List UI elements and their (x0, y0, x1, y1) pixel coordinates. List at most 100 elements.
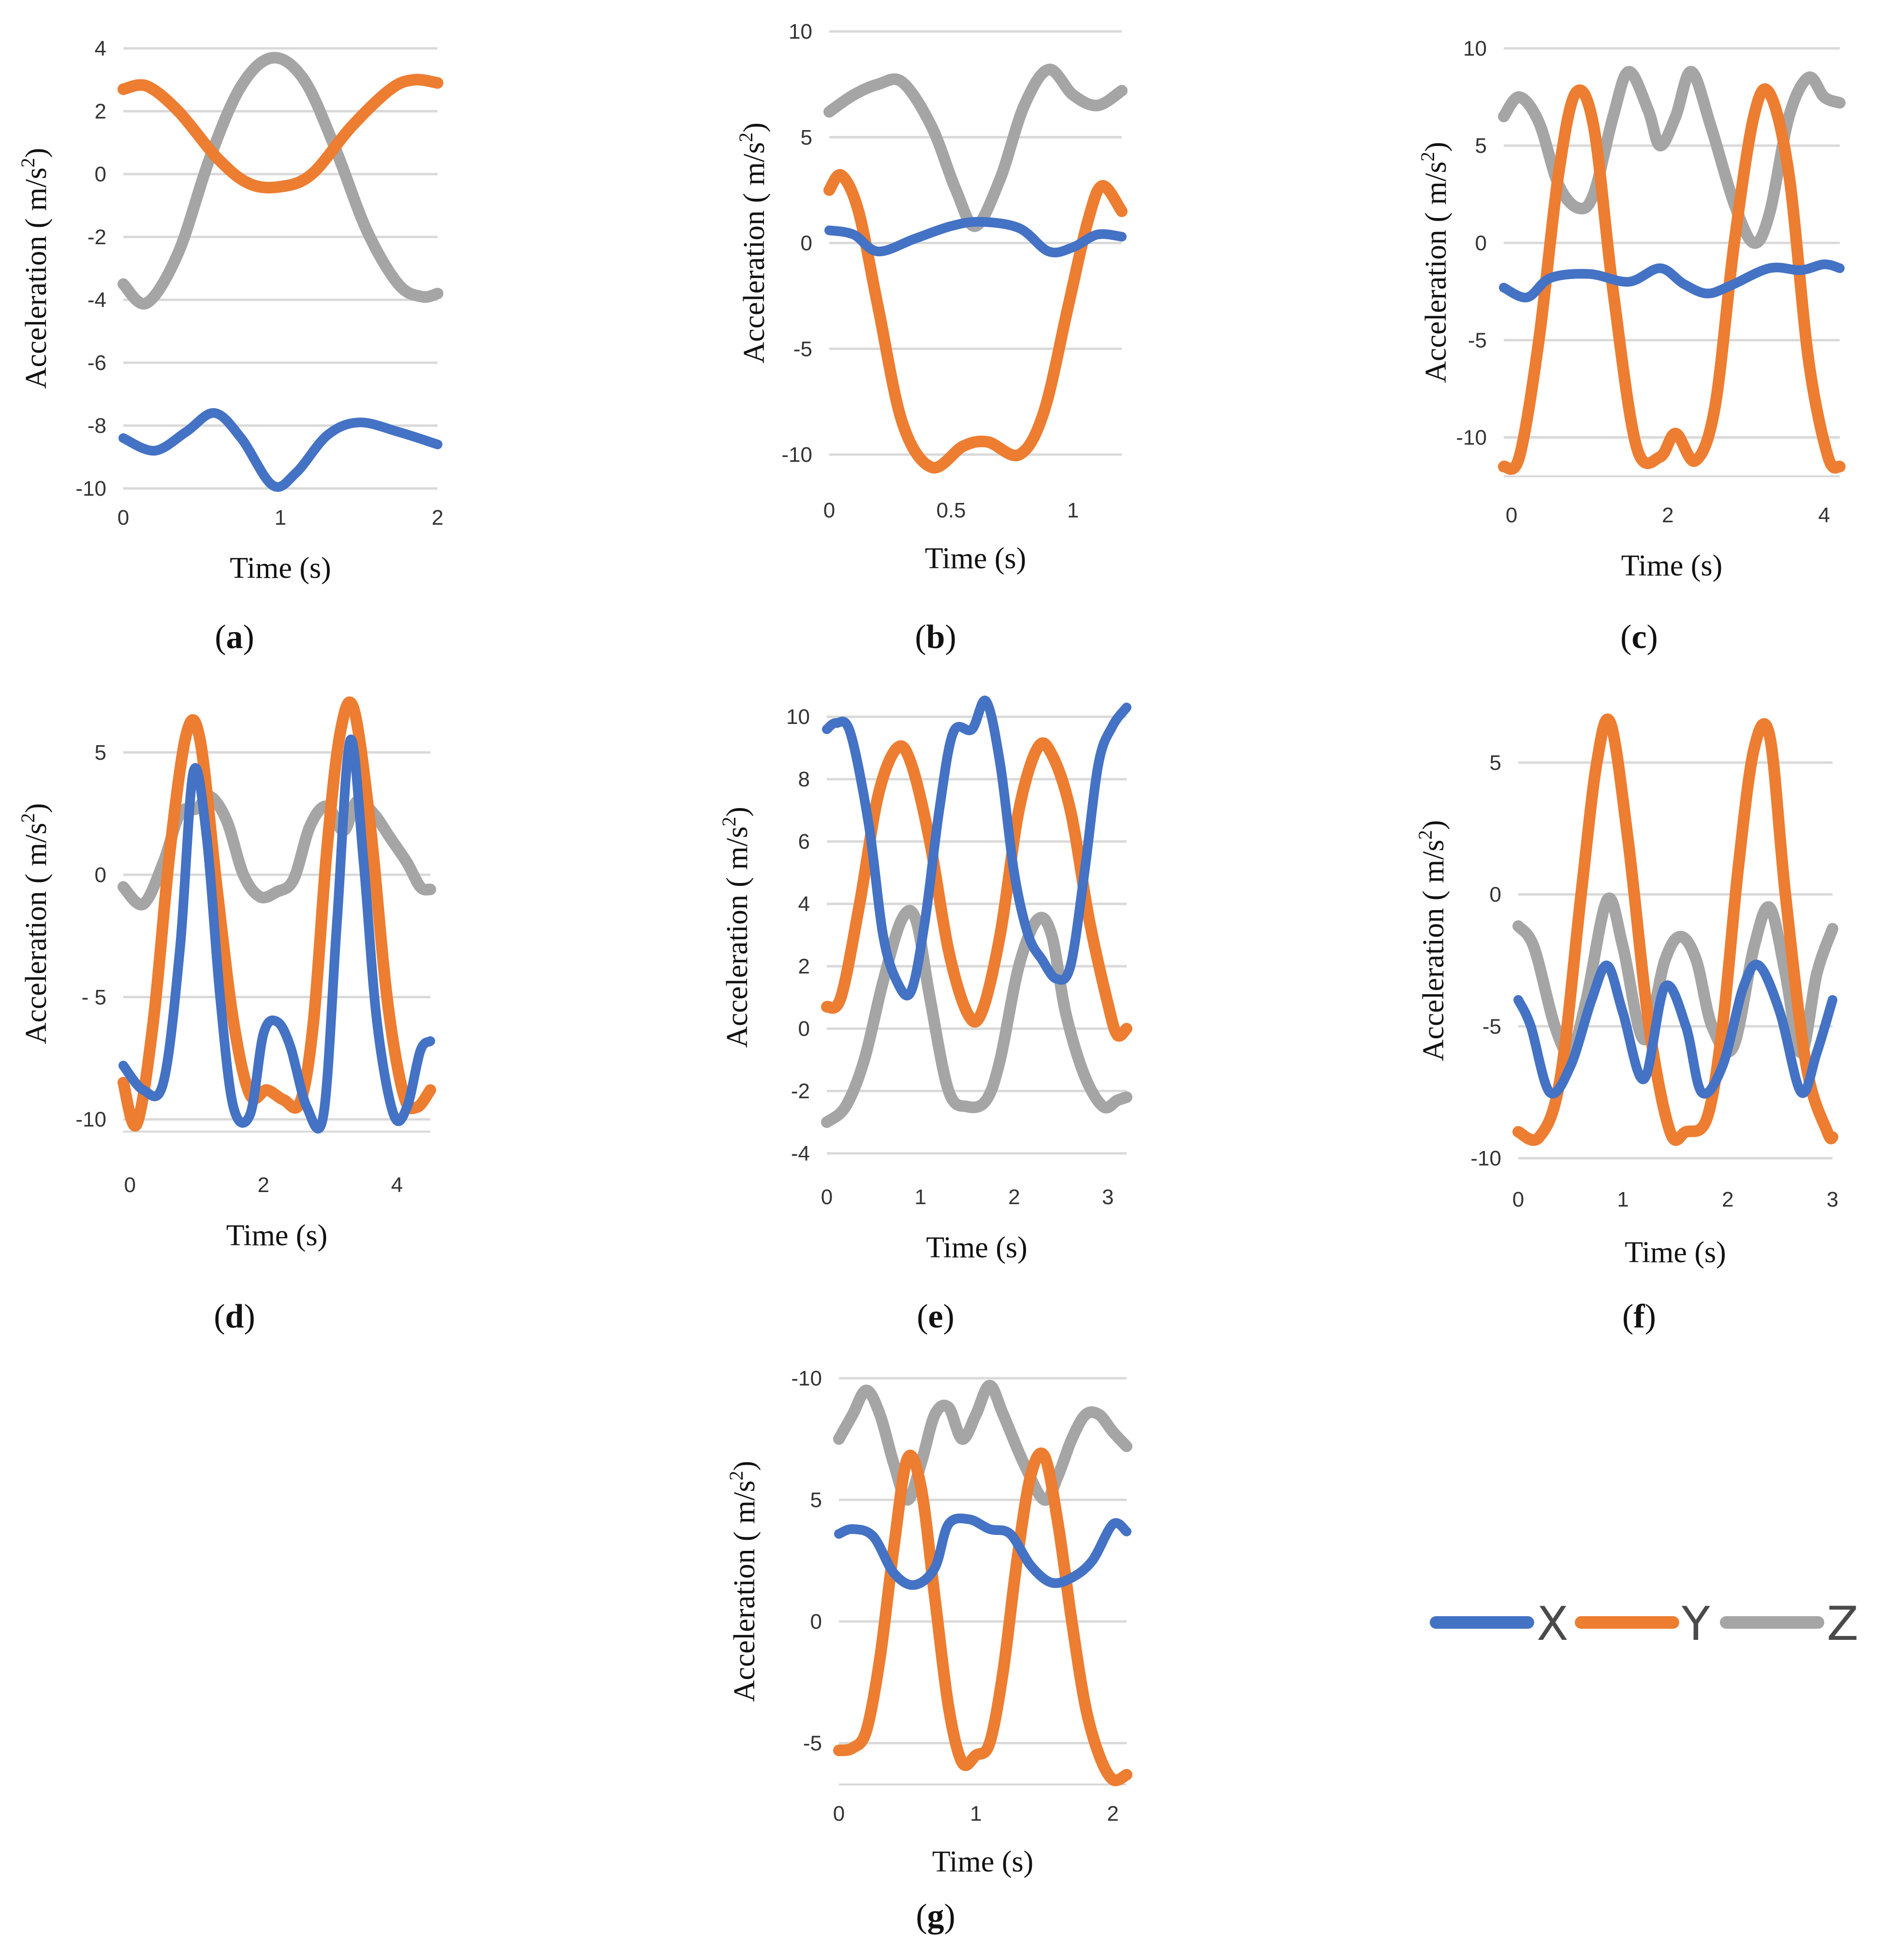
caption-paren-close: ) (1645, 1298, 1656, 1335)
panel-caption: (c) (1620, 619, 1658, 656)
x-tick-label: 0 (1512, 1188, 1524, 1211)
y-tick-label: 0 (95, 162, 106, 186)
series-line-x (118, 734, 435, 1134)
series-line-z (823, 63, 1128, 232)
y-axis-label: Acceleration ( m/s2) (735, 122, 771, 364)
caption-paren-open: ( (917, 1298, 928, 1335)
series-line-x (118, 408, 442, 492)
y-axis-label-main: Acceleration ( m/s (20, 167, 53, 389)
y-tick-label: 2 (95, 100, 106, 123)
x-tick-label: 2 (1662, 503, 1673, 527)
caption-letter: f (1633, 1298, 1645, 1335)
y-tick-label: 5 (1490, 751, 1501, 775)
y-tick-label: 4 (798, 892, 810, 916)
caption-letter: a (226, 619, 243, 656)
y-axis-label-main: Acceleration ( m/s (728, 1480, 761, 1702)
x-tick-label: 3 (1827, 1188, 1838, 1211)
series-line-y (833, 1447, 1132, 1786)
y-tick-label: 5 (95, 741, 106, 765)
y-axis-label-superscript: 2 (17, 813, 39, 823)
x-axis-label: Time (s) (926, 1231, 1027, 1264)
x-tick-label: 1 (275, 506, 286, 530)
series-line-x (824, 217, 1127, 258)
caption-paren-open: ( (1620, 619, 1631, 656)
x-tick-label: 2 (1107, 1802, 1118, 1826)
y-axis-label-superscript: 2 (725, 1471, 747, 1480)
x-axis-label: Time (s) (932, 1845, 1034, 1878)
x-tick-label: 1 (1067, 499, 1079, 522)
chart-panels: -10 -8 -6 -4 -2 0 2 4 0 1 2 Time (s) Acceleration ( … (17, 20, 1846, 1935)
y-tick-label: -2 (88, 225, 106, 249)
y-tick-label: -10 (1456, 426, 1487, 450)
panel-caption: (f) (1622, 1298, 1656, 1335)
y-tick-label: 0 (801, 232, 812, 255)
caption-paren-open: ( (214, 1298, 225, 1335)
y-tick-label: 10 (789, 20, 812, 44)
series-line-x (822, 695, 1131, 1001)
y-axis-label: Acceleration ( m/s2) (17, 148, 53, 389)
y-tick-label: -4 (88, 288, 106, 312)
y-tick-label: -10 (1470, 1147, 1501, 1170)
y-tick-label: -5 (793, 337, 812, 361)
y-tick-label: -10 (781, 443, 812, 467)
y-tick-label: 2 (798, 955, 810, 978)
x-tick-label: 0 (833, 1802, 845, 1826)
y-axis-label: Acceleration ( m/s2) (17, 803, 53, 1045)
y-axis-label-superscript: 2 (718, 817, 740, 826)
y-tick-label: 0 (1475, 231, 1487, 255)
y-tick-label: 4 (95, 37, 106, 60)
caption-paren-close: ) (944, 1898, 955, 1935)
y-tick-label: -5 (1468, 328, 1487, 352)
y-tick-label: 0 (798, 1017, 810, 1041)
y-tick-label: 0 (1490, 883, 1501, 907)
panel-caption: (b) (915, 619, 956, 656)
y-tick-label: 6 (798, 830, 810, 854)
series-line-y (1512, 713, 1838, 1146)
y-axis-label-close: ) (1420, 142, 1452, 152)
y-axis-label-superscript: 2 (735, 133, 757, 142)
x-axis-label: Time (s) (1621, 549, 1723, 582)
x-tick-label: 0.5 (936, 499, 966, 522)
caption-letter: b (926, 619, 945, 656)
y-axis-label: Acceleration ( m/s2) (1414, 820, 1450, 1061)
y-axis-label-close: ) (20, 803, 53, 813)
series-line-z (117, 52, 443, 309)
x-axis-label: Time (s) (226, 1219, 328, 1252)
series-line-z (821, 905, 1132, 1128)
y-tick-label: -10 (75, 477, 106, 501)
caption-letter: e (928, 1298, 943, 1335)
y-tick-label: -5 (1482, 1015, 1501, 1038)
y-axis-label-superscript: 2 (17, 158, 39, 167)
panel-caption: (a) (215, 619, 254, 656)
y-tick-label: 5 (1475, 134, 1487, 158)
x-tick-label: 2 (1008, 1185, 1020, 1209)
x-tick-label: 0 (1506, 503, 1517, 527)
chart-panel-a: -10 -8 -6 -4 -2 0 2 4 0 1 2 Time (s) Acceleration ( … (17, 37, 443, 656)
y-tick-label: -6 (88, 351, 106, 375)
x-axis-label: Time (s) (925, 542, 1027, 575)
caption-paren-close: ) (943, 1298, 954, 1335)
panel-caption: (d) (214, 1298, 255, 1335)
series-line-y (1498, 83, 1846, 475)
y-tick-label: - 5 (82, 986, 106, 1009)
y-tick-label: -5 (803, 1731, 822, 1755)
caption-paren-close: ) (1647, 619, 1658, 656)
x-tick-label: 4 (1818, 503, 1830, 527)
x-tick-label: 0 (823, 499, 835, 522)
chart-panel-b: -10 -5 0 5 10 0 0.5 1 Time (s) Acceleration ( m/s… (735, 20, 1128, 656)
y-axis-label-close: ) (738, 122, 771, 133)
caption-paren-open: ( (1622, 1298, 1633, 1335)
y-tick-label: -10 (791, 1367, 822, 1390)
chart-panel-e: -4 -2 0 2 4 6 8 10 0 1 2 3 Time (s) Acceleration ( m/… (718, 695, 1132, 1335)
series-line-z (833, 1380, 1132, 1506)
y-axis-label: Acceleration ( m/s2) (725, 1461, 761, 1702)
y-tick-label: 5 (801, 126, 812, 149)
panel-caption: (e) (917, 1298, 954, 1335)
y-axis-label-superscript: 2 (1414, 830, 1436, 840)
y-axis-label-close: ) (728, 1461, 761, 1471)
y-tick-label: 10 (786, 705, 810, 729)
